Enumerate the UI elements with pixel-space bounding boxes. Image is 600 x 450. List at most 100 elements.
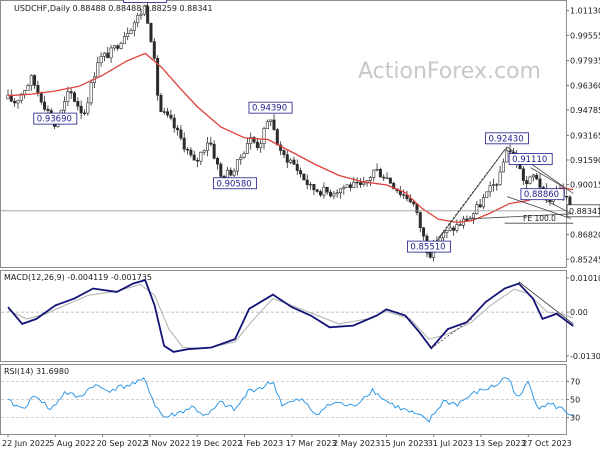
- price-candle-body: [348, 184, 352, 188]
- price-candle-body: [252, 137, 256, 143]
- price-ytick-label: 1.01130: [570, 7, 600, 16]
- price-candle-body: [428, 252, 432, 258]
- price-candle-body: [169, 114, 173, 119]
- price-candle-body: [126, 33, 130, 37]
- price-ytick-label: 0.93165: [570, 131, 600, 140]
- price-candle-body: [136, 15, 140, 24]
- price-candle-body: [82, 112, 86, 115]
- price-candle-body: [199, 151, 203, 162]
- rsi-panel-title: RSI(14) 31.6980: [4, 367, 69, 376]
- price-candle-body: [375, 169, 379, 171]
- price-trendline: [506, 196, 571, 219]
- price-moving-average: [7, 52, 574, 224]
- price-candle-body: [176, 127, 180, 131]
- price-annotation-box: [33, 112, 78, 125]
- macd-signal-line: [7, 283, 574, 350]
- price-candle-body: [491, 184, 495, 186]
- price-candle-body: [96, 62, 100, 78]
- price-candle-body: [196, 159, 200, 162]
- price-candle-body: [358, 182, 362, 185]
- price-candle-body: [362, 182, 366, 185]
- price-candle-body: [265, 121, 269, 129]
- price-candle-body: [508, 150, 512, 153]
- price-candle-body: [99, 56, 103, 64]
- price-annotation-label: FE 100.0: [523, 214, 556, 223]
- price-candle-body: [345, 184, 349, 188]
- macd-line: [7, 279, 574, 353]
- price-candle-body: [23, 90, 27, 95]
- price-candle-body: [39, 92, 43, 103]
- price-candle-body: [212, 143, 216, 159]
- price-candle-body: [319, 191, 323, 196]
- macd-dashed-trendline: [431, 318, 472, 349]
- macd-ytick-label: -0.013006: [570, 352, 600, 361]
- price-candle-body: [458, 224, 462, 226]
- price-dashed-trendline: [428, 149, 505, 251]
- price-candle-body: [166, 111, 170, 116]
- macd-trendline: [518, 281, 574, 325]
- price-candle-body: [149, 23, 153, 42]
- price-candle-body: [152, 41, 156, 59]
- rsi-ytick-label: 70: [570, 377, 580, 386]
- price-candle-body: [445, 230, 449, 233]
- price-candle-body: [448, 227, 452, 231]
- price-candle-body: [89, 82, 93, 104]
- price-candle-body: [189, 149, 193, 156]
- price-candle-body: [156, 58, 160, 96]
- price-candle-body: [531, 174, 535, 178]
- price-candle-body: [146, 5, 150, 24]
- x-tick-label: 5 Aug 2022: [49, 439, 95, 448]
- price-candle-body: [259, 143, 263, 148]
- price-candle-body: [262, 128, 266, 145]
- price-candle-body: [275, 129, 279, 146]
- price-candle-body: [372, 169, 376, 178]
- price-candle-body: [106, 52, 110, 59]
- price-candle-body: [209, 142, 213, 145]
- price-candle-body: [66, 91, 70, 102]
- price-candle-body: [79, 105, 83, 114]
- price-candle-body: [202, 150, 206, 153]
- price-candle-body: [285, 154, 289, 163]
- macd-panel-title: MACD(12,26,9) -0.004119 -0.001735: [4, 273, 152, 282]
- price-candle-body: [16, 100, 20, 104]
- price-candle-body: [521, 168, 525, 181]
- price-candle-body: [219, 163, 223, 177]
- price-candle-body: [205, 142, 209, 151]
- price-ytick-label: 0.97935: [570, 57, 600, 66]
- price-ytick-label: 0.90015: [570, 181, 600, 190]
- price-candle-body: [122, 36, 126, 44]
- price-candle-body: [352, 181, 356, 188]
- price-candle-body: [402, 194, 406, 196]
- price-candle-body: [329, 191, 333, 197]
- x-tick-label: 1 Feb 2023: [239, 439, 284, 448]
- price-candle-body: [116, 45, 120, 49]
- price-annotation-box: [248, 101, 293, 114]
- price-candle-body: [309, 183, 313, 186]
- price-candle-body: [142, 5, 146, 15]
- price-annotation-label: 0.85510: [410, 243, 445, 253]
- macd-panel: [0, 270, 567, 362]
- price-candle-body: [408, 198, 412, 203]
- rsi-line: [7, 377, 574, 423]
- price-candle-body: [33, 75, 37, 86]
- price-annotation-label: 0.92430: [488, 134, 523, 144]
- price-candle-body: [565, 195, 569, 198]
- price-ytick-label: 0.99555: [570, 31, 600, 40]
- price-candle-body: [478, 204, 482, 208]
- price-candle-body: [452, 227, 456, 231]
- price-candle-body: [422, 227, 426, 237]
- price-candle-body: [76, 101, 80, 107]
- price-candle-body: [485, 191, 489, 198]
- price-annotation-box: [508, 153, 553, 165]
- price-annotation-label: 0.88860: [524, 190, 559, 200]
- x-tick-label: 17 Mar 2023: [286, 439, 337, 448]
- price-annotation-label: 0.94390: [252, 104, 287, 114]
- price-annotation-label: 0.93690: [37, 115, 72, 125]
- price-candle-body: [249, 137, 253, 144]
- price-candle-body: [498, 171, 502, 185]
- price-candle-body: [418, 212, 422, 229]
- price-candle-body: [172, 117, 176, 129]
- price-candle-body: [129, 30, 133, 34]
- x-tick-label: 31 Jul 2023: [428, 439, 473, 448]
